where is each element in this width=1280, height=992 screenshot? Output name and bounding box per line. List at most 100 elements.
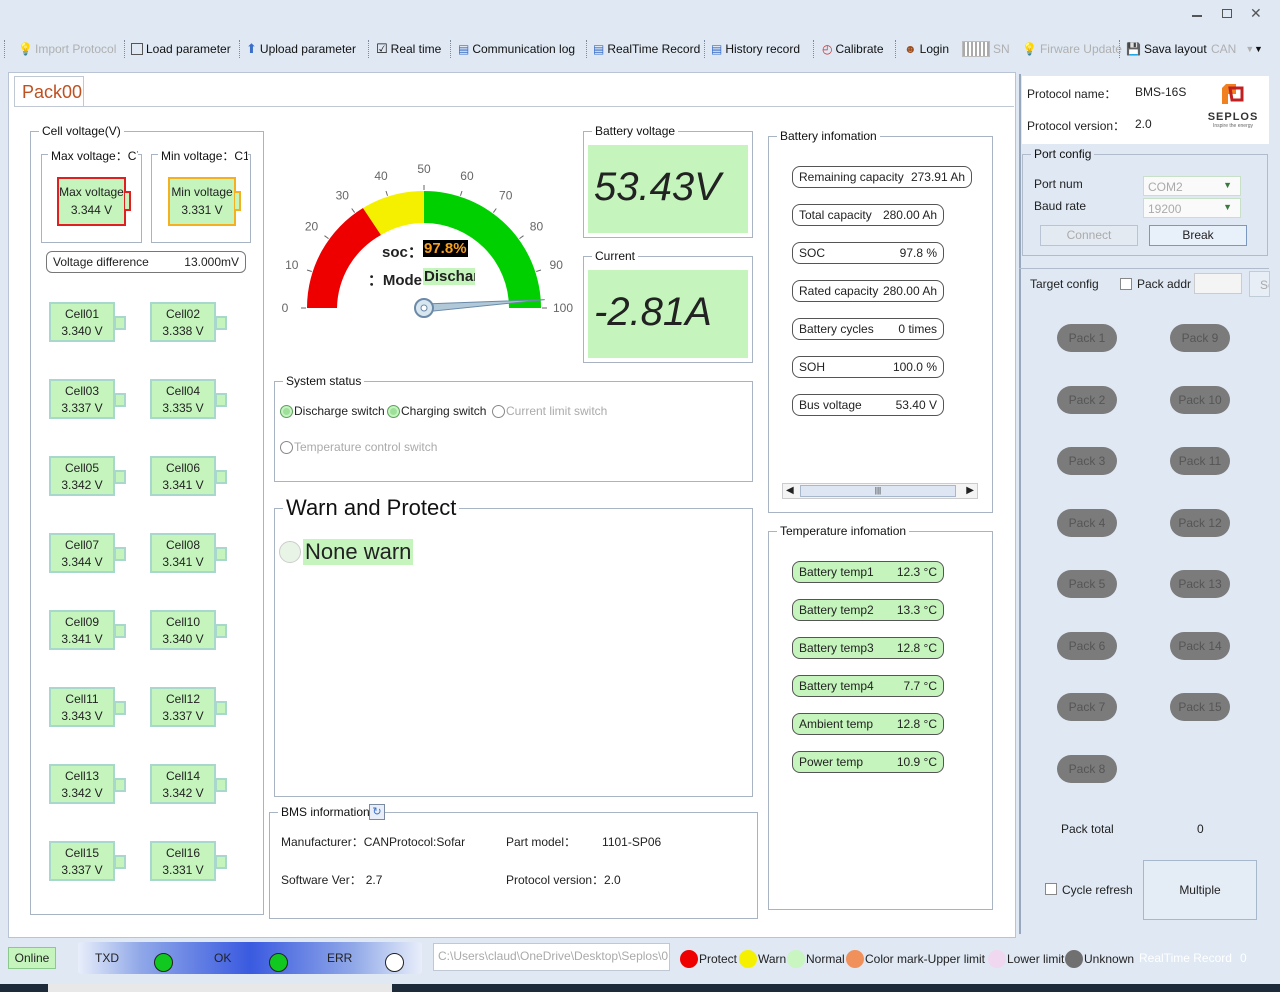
cell-indicator: Cell16 3.331 V bbox=[150, 841, 227, 881]
chevron-down-icon: ▼ bbox=[1254, 44, 1263, 54]
cell-indicator: Cell04 3.335 V bbox=[150, 379, 227, 419]
horizontal-scrollbar[interactable]: ◀ ||| ▶ bbox=[782, 483, 978, 499]
cycle-refresh-checkbox[interactable] bbox=[1045, 883, 1057, 895]
cell-indicator: Cell13 3.342 V bbox=[49, 764, 126, 804]
temperature-information-group: Temperature infomation bbox=[768, 524, 993, 910]
pack-button[interactable]: Pack 2 bbox=[1057, 385, 1117, 414]
pack-button[interactable]: Pack 4 bbox=[1057, 508, 1117, 537]
pack-addr-input[interactable] bbox=[1194, 273, 1242, 294]
cell-terminal bbox=[215, 547, 227, 561]
pack-addr-checkbox[interactable] bbox=[1120, 278, 1132, 290]
cell-voltage: 3.344 V bbox=[61, 555, 103, 569]
gauge-ticks: 0 10 20 30 40 50 60 70 80 90 100 bbox=[282, 162, 574, 315]
pack-button[interactable]: Pack 6 bbox=[1057, 631, 1117, 660]
cell-indicator: Cell12 3.337 V bbox=[150, 687, 227, 727]
cell-indicator: Cell09 3.341 V bbox=[49, 610, 126, 650]
scroll-thumb[interactable]: ||| bbox=[800, 485, 956, 497]
gauge-tick-label: 40 bbox=[374, 169, 388, 183]
real-time-button[interactable]: ☑ Real time bbox=[376, 41, 442, 56]
battery-info-row: Bus voltage 53.40 V bbox=[792, 394, 944, 416]
cell-name: Cell08 bbox=[165, 538, 201, 552]
cell-indicator: Cell02 3.338 V bbox=[150, 302, 227, 342]
sn-button[interactable]: SN bbox=[962, 38, 1010, 60]
gauge-tick bbox=[459, 190, 463, 196]
set-button[interactable]: Se bbox=[1249, 271, 1270, 297]
firmware-update-button[interactable]: 💡 Firware Update bbox=[1022, 42, 1122, 56]
part-model-label: Part model： bbox=[506, 835, 577, 849]
pack-button[interactable]: Pack 1 bbox=[1057, 324, 1117, 352]
multiple-button[interactable]: Multiple bbox=[1143, 860, 1257, 920]
battery-information-group: Battery infomation bbox=[768, 129, 993, 513]
can-dropdown[interactable]: CAN ▼ bbox=[1211, 42, 1255, 56]
cell-voltage: 3.337 V bbox=[61, 863, 103, 877]
realtime-record-button[interactable]: ▤ RealTime Record bbox=[593, 42, 701, 56]
save-layout-button[interactable]: 💾 Sava layout bbox=[1126, 42, 1207, 56]
max-voltage-cell: Max voltage 3.344 V bbox=[57, 177, 131, 226]
close-icon[interactable]: ✕ bbox=[1250, 5, 1262, 21]
load-parameter-button[interactable]: Load parameter bbox=[131, 38, 231, 60]
chevron-down-icon: ▼ bbox=[1245, 44, 1255, 54]
pack-button[interactable]: Pack 9 bbox=[1170, 324, 1230, 352]
pack-button[interactable]: Pack 8 bbox=[1057, 754, 1117, 783]
min-voltage-cell: Min voltage 3.331 V bbox=[168, 177, 241, 226]
history-record-button[interactable]: ▤ History record bbox=[711, 42, 801, 56]
cell-voltage: 3.342 V bbox=[61, 478, 103, 492]
firmware-icon: 💡 bbox=[1022, 42, 1037, 56]
history-icon: ▤ bbox=[711, 42, 723, 56]
baud-rate-select[interactable]: 19200 ▼ bbox=[1143, 198, 1241, 218]
calibrate-button[interactable]: ◴ Calibrate bbox=[822, 42, 884, 56]
minimize-icon[interactable] bbox=[1192, 15, 1202, 17]
warn-status: None warn bbox=[303, 539, 414, 565]
pack-button[interactable]: Pack 3 bbox=[1057, 447, 1117, 475]
pack-button[interactable]: Pack 14 bbox=[1170, 631, 1230, 660]
cell-terminal bbox=[215, 316, 227, 330]
battery-info-row: Rated capacity 280.00 Ah bbox=[792, 280, 944, 302]
break-button[interactable]: Break bbox=[1149, 225, 1247, 246]
pack-button[interactable]: Pack 11 bbox=[1170, 447, 1230, 475]
gauge-tick-label: 0 bbox=[282, 301, 289, 315]
port-num-select[interactable]: COM2 ▼ bbox=[1143, 176, 1241, 196]
cell-name: Cell14 bbox=[165, 769, 201, 783]
pack-button[interactable]: Pack 7 bbox=[1057, 693, 1117, 721]
login-button[interactable]: ☻ Login bbox=[904, 42, 950, 56]
protocol-version-value: 2.0 bbox=[1135, 117, 1152, 131]
scroll-left-icon[interactable]: ◀ bbox=[786, 485, 794, 496]
cell-terminal bbox=[114, 778, 126, 792]
pack-button[interactable]: Pack 15 bbox=[1170, 693, 1230, 721]
battery-voltage-value: 53.43V bbox=[588, 145, 748, 233]
cell-terminal bbox=[114, 316, 126, 330]
cell-terminal bbox=[215, 470, 227, 484]
manufacturer-label: Manufacturer： bbox=[281, 835, 364, 849]
chevron-down-icon: ▼ bbox=[1223, 202, 1232, 212]
pack-button[interactable]: Pack 10 bbox=[1170, 385, 1230, 414]
warn-protect-group: Warn and Protect None warn bbox=[274, 495, 753, 797]
pack-button[interactable]: Pack 5 bbox=[1057, 570, 1117, 598]
refresh-icon[interactable]: ↻ bbox=[369, 804, 385, 820]
import-protocol-button[interactable]: 💡 Import Protocol bbox=[18, 42, 117, 56]
cell-voltage: 3.331 V bbox=[162, 863, 204, 877]
pack-button[interactable]: Pack 13 bbox=[1170, 570, 1230, 598]
toolbar bbox=[0, 34, 1280, 64]
pack-total-value: 0 bbox=[1197, 822, 1204, 836]
cell-terminal bbox=[215, 778, 227, 792]
gauge-tick-label: 30 bbox=[336, 189, 350, 203]
pack-total-label: Pack total bbox=[1061, 822, 1114, 836]
upload-parameter-button[interactable]: ⬆ Upload parameter bbox=[246, 41, 356, 56]
restore-icon[interactable] bbox=[1222, 9, 1232, 18]
tab-pack00[interactable]: Pack00 bbox=[14, 76, 84, 106]
protocol-name-label: Protocol name： bbox=[1027, 87, 1117, 101]
cell-voltage: 3.335 V bbox=[162, 401, 204, 415]
save-icon: 💾 bbox=[1126, 42, 1141, 56]
connect-button[interactable]: Connect bbox=[1040, 225, 1138, 246]
pack-button[interactable]: Pack 12 bbox=[1170, 508, 1230, 537]
log-icon: ▤ bbox=[458, 42, 470, 56]
scroll-right-icon[interactable]: ▶ bbox=[966, 485, 974, 496]
battery-info-row: Battery cycles 0 times bbox=[792, 318, 944, 340]
barcode-icon bbox=[962, 41, 990, 57]
communication-log-button[interactable]: ▤ Communication log bbox=[458, 42, 576, 56]
gauge-tick bbox=[324, 235, 329, 240]
toolbar-overflow-button[interactable]: ▼ bbox=[1254, 38, 1263, 60]
temperature-row: Battery temp2 13.3 °C bbox=[792, 599, 944, 621]
battery-info-row: SOC 97.8 % bbox=[792, 242, 944, 264]
log-path-field[interactable]: C:\Users\claud\OneDrive\Desktop\Seplos\0 bbox=[433, 943, 670, 971]
